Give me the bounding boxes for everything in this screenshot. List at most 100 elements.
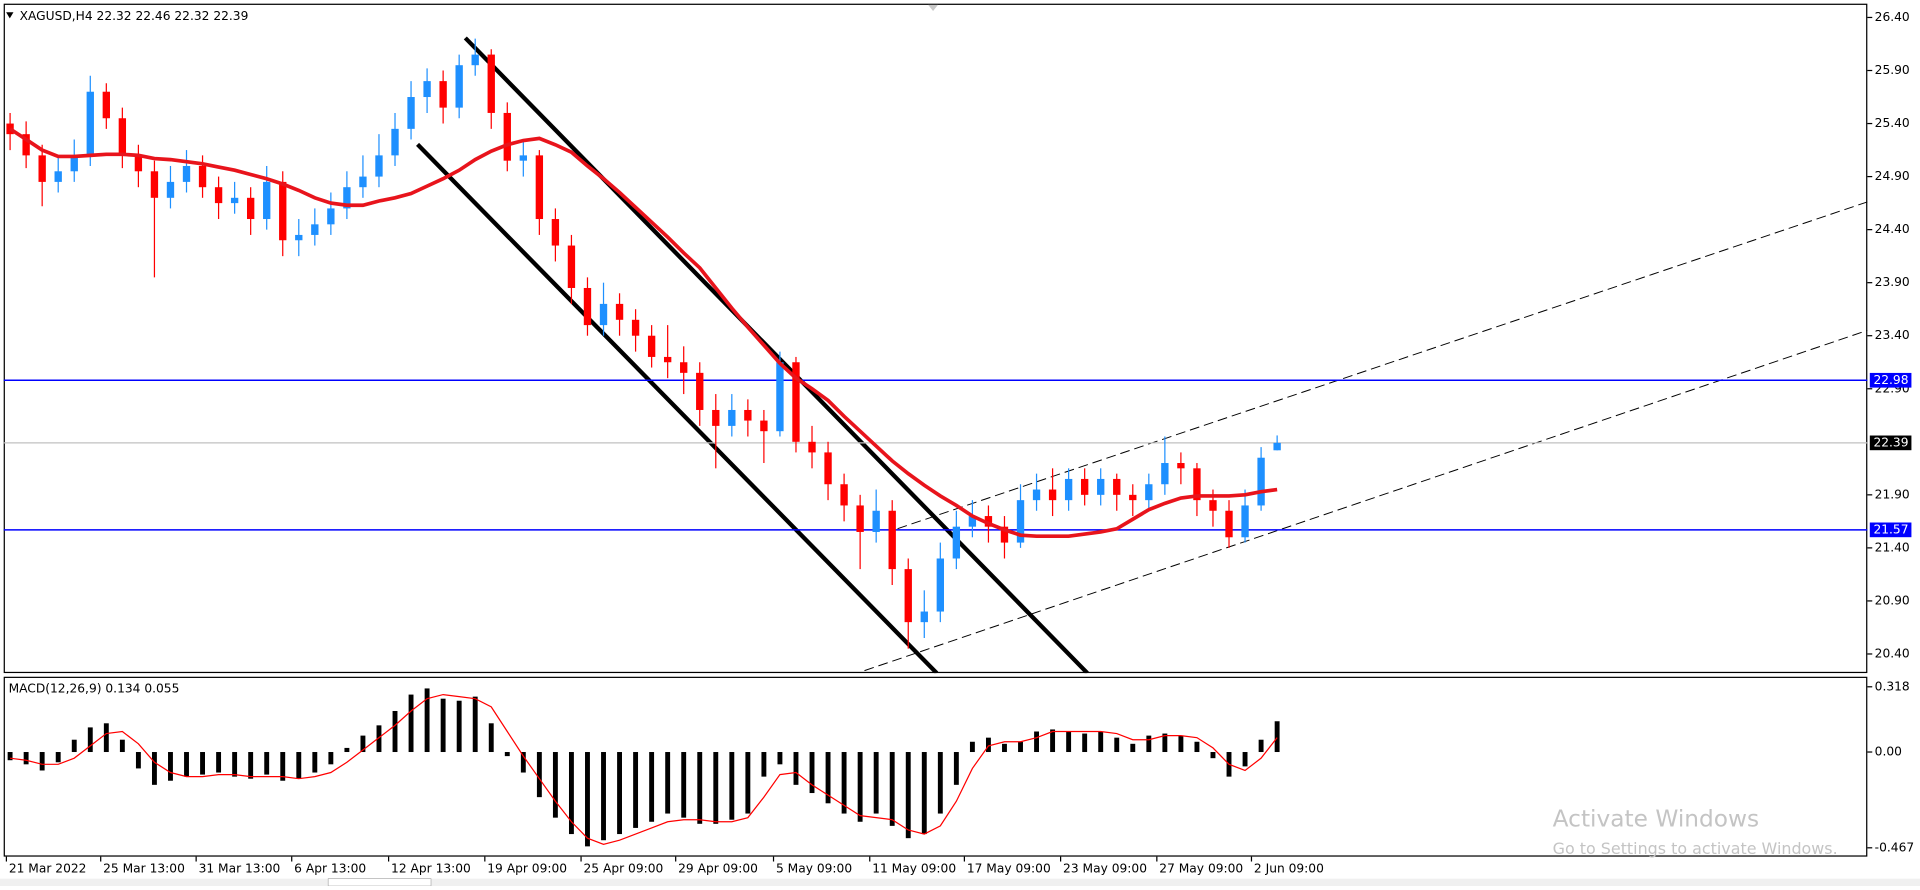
candle-body [391, 128, 399, 156]
tab-bar [0, 878, 1920, 886]
x-tick-label: 12 Apr 13:00 [391, 861, 471, 875]
candle-body [1257, 457, 1265, 506]
candle-body [1064, 478, 1073, 501]
candle-body [1032, 489, 1041, 501]
macd-bar [71, 739, 77, 753]
x-tick-label: 19 Apr 09:00 [487, 861, 567, 875]
candle-body [680, 362, 688, 373]
candle-body [728, 409, 736, 426]
y-tick-label: -0.467 [1875, 840, 1914, 854]
x-tick-label: 29 Apr 09:00 [678, 861, 758, 875]
macd-bar [1194, 741, 1200, 753]
macd-bar [232, 752, 238, 777]
x-tick-label: 17 May 09:00 [967, 861, 1051, 875]
macd-bar [168, 752, 173, 781]
macd-bar [39, 752, 45, 771]
macd-bar [55, 752, 61, 763]
candle-body [407, 97, 415, 129]
candle-body [599, 303, 608, 326]
macd-bar [889, 752, 895, 826]
macd-bar [873, 752, 879, 814]
candle-body [1209, 500, 1217, 511]
macd-bar [1018, 741, 1023, 753]
macd-bar [761, 752, 767, 777]
x-tick-label: 25 Mar 13:00 [103, 861, 185, 875]
candle-body [696, 372, 704, 410]
x-tick-label: 27 May 09:00 [1159, 861, 1243, 875]
y-tick-label: 0.318 [1875, 679, 1910, 693]
macd-bar [681, 752, 687, 818]
macd-bar [1274, 721, 1280, 753]
macd-bar [376, 725, 382, 753]
y-tick-label: 26.40 [1875, 10, 1910, 24]
price-tag-label: 22.98 [1873, 373, 1908, 387]
macd-bar [601, 752, 606, 841]
last-close: 22.39 [213, 8, 248, 22]
macd-bar [7, 752, 13, 761]
y-tick-label: 20.90 [1875, 593, 1910, 607]
candle-body [551, 219, 560, 246]
watermark-title: Activate Windows [1553, 805, 1760, 832]
candle-body [102, 91, 110, 119]
candle-body [1097, 478, 1105, 495]
candle-body [615, 303, 624, 320]
macd-bar [1162, 733, 1168, 753]
title-arrow [6, 12, 14, 19]
macd-bar [536, 752, 542, 798]
candle-body [38, 155, 46, 182]
macd-bar [1066, 731, 1072, 753]
macd-bar [905, 752, 911, 839]
macd-bar [200, 752, 205, 775]
indicator-label: MACD(12,26,9) 0.134 0.055 [9, 681, 180, 695]
candle-body [1241, 505, 1249, 538]
y-tick-label: 21.90 [1875, 487, 1910, 501]
x-tick-label: 25 Apr 09:00 [584, 861, 664, 875]
candle-body [776, 362, 784, 432]
macd-bar [216, 752, 222, 773]
candle-body [984, 516, 993, 527]
candle-body [792, 362, 800, 442]
x-tick-label: 6 Apr 13:00 [294, 861, 366, 875]
last-high: 22.46 [135, 8, 170, 22]
macd-bar [1210, 752, 1216, 759]
chart-tab[interactable] [327, 878, 432, 887]
candle-body [327, 208, 335, 225]
macd-bar [1146, 735, 1152, 753]
watermark-subtitle: Go to Settings to activate Windows. [1553, 839, 1838, 858]
candle-body [968, 516, 977, 527]
price-tag [1869, 522, 1912, 538]
macd-bar [777, 752, 783, 765]
price-tag [1869, 372, 1912, 388]
candle-body [904, 569, 912, 623]
candle-body [6, 123, 14, 135]
macd-bar [633, 752, 639, 828]
price-tag [1869, 435, 1912, 451]
candle-body [952, 526, 961, 559]
candle-body [311, 224, 319, 235]
candle-body [487, 54, 495, 113]
candle-body [279, 181, 287, 241]
macd-bar [1258, 739, 1264, 753]
macd-bar [841, 752, 847, 814]
macd-bar [1002, 743, 1007, 753]
macd-bar [328, 752, 334, 765]
candle-body [1161, 463, 1169, 485]
macd-bar [969, 741, 975, 753]
macd-bar [87, 727, 93, 753]
candle-body [455, 65, 463, 108]
candle-body [824, 452, 832, 485]
price-tag-label: 21.57 [1873, 522, 1908, 536]
candle-body [230, 197, 239, 204]
y-tick-label: 23.90 [1875, 275, 1910, 289]
macd-bar [151, 752, 157, 785]
macd-bar [344, 747, 350, 753]
axes: 26.4025.9025.4024.9024.4023.9023.4022.90… [5, 10, 1914, 875]
macd-bar [1034, 731, 1040, 753]
x-tick-label: 23 May 09:00 [1063, 861, 1147, 875]
candle-body [70, 155, 78, 172]
macd-bar [1114, 737, 1120, 753]
candle-body [936, 558, 944, 612]
candle-body [439, 81, 447, 108]
y-tick-label: 21.40 [1875, 540, 1910, 554]
